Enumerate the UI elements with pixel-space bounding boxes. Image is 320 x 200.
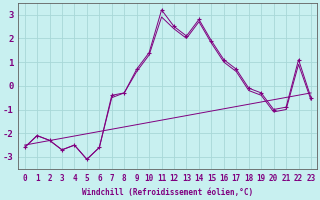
X-axis label: Windchill (Refroidissement éolien,°C): Windchill (Refroidissement éolien,°C) xyxy=(82,188,253,197)
